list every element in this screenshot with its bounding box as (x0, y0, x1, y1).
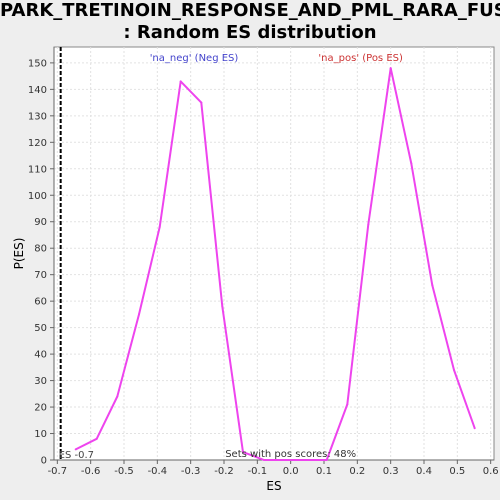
x-tick-label: 0.6 (483, 466, 499, 477)
x-tick-label: 0.1 (316, 466, 332, 477)
series-point (158, 226, 161, 229)
x-tick-label: -0.3 (181, 466, 201, 477)
pos-fraction-label: Sets with pos scores: 48% (225, 449, 356, 460)
x-tick-label: 0.2 (349, 466, 365, 477)
x-tick-label: -0.6 (81, 466, 101, 477)
y-tick-label: 0 (41, 456, 47, 467)
grid (54, 47, 494, 461)
series-point (138, 313, 140, 316)
x-tick-label: -0.7 (48, 466, 68, 477)
x-tick-label: 0.5 (449, 466, 465, 477)
y-tick-label: 60 (34, 297, 47, 308)
chart-title-line2: : Random ES distribution (123, 22, 377, 43)
chart-title: PARK_TRETINOIN_RESPONSE_AND_PML_RARA_FUS… (0, 0, 500, 44)
neg-es-label: 'na_neg' (Neg ES) (150, 53, 239, 64)
series-layer (74, 67, 476, 461)
series-point (453, 368, 455, 371)
y-tick-label: 10 (34, 429, 47, 440)
pos-es-label: 'na_pos' (Pos ES) (318, 53, 403, 64)
x-tick-label: -0.5 (114, 466, 134, 477)
y-axis-label: P(ES) (12, 238, 26, 270)
series-point (221, 305, 224, 308)
series-point (116, 395, 119, 398)
x-tick-label: -0.4 (148, 466, 168, 477)
series-point (179, 80, 182, 83)
y-tick-label: 90 (34, 217, 47, 228)
x-tick-label: -0.1 (248, 466, 268, 477)
series-point (410, 162, 413, 165)
y-tick-label: 100 (28, 191, 47, 202)
es-marker-label: ES -0.7 (59, 450, 94, 461)
plot-area (53, 46, 495, 461)
series-point (242, 451, 244, 454)
x-tick-label: -0.2 (214, 466, 234, 477)
series-point (263, 459, 265, 461)
series-point (431, 284, 434, 287)
y-tick-label: 150 (28, 58, 47, 69)
series-point (325, 459, 328, 461)
series-point (283, 459, 286, 461)
chart-title-line1: PARK_TRETINOIN_RESPONSE_AND_PML_RARA_FUS… (0, 0, 500, 21)
y-tick-label: 40 (34, 350, 47, 361)
y-tick-label: 70 (34, 270, 47, 281)
y-tick-label: 80 (34, 244, 47, 255)
series-point (389, 67, 392, 70)
x-tick-label: 0.3 (383, 466, 399, 477)
y-tick-label: 20 (34, 403, 47, 414)
y-tick-label: 50 (34, 323, 47, 334)
x-tick-label: 0.4 (416, 466, 432, 477)
series-point (367, 223, 370, 226)
y-tick-label: 120 (28, 138, 47, 149)
series-line (75, 67, 476, 461)
series-point (95, 437, 98, 440)
x-tick-label: 0.0 (283, 466, 299, 477)
series-point (200, 101, 203, 104)
annotations: 'na_neg' (Neg ES) 'na_pos' (Pos ES) ES -… (59, 53, 403, 461)
y-tick-label: 130 (28, 111, 47, 122)
series-point (346, 403, 349, 406)
series-point (74, 448, 77, 451)
y-tick-label: 140 (28, 85, 47, 96)
series-point (473, 427, 476, 430)
x-axis-label: ES (266, 479, 281, 493)
y-tick-label: 110 (28, 164, 47, 175)
series-point (304, 459, 307, 461)
y-tick-label: 30 (34, 376, 47, 387)
